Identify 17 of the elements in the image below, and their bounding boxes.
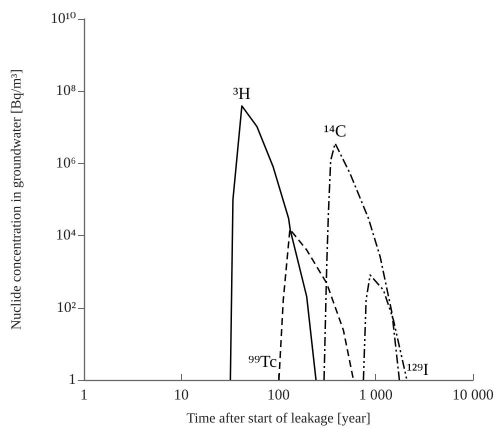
x-tick-label: 1 000	[358, 388, 393, 404]
y-tick-label: 10⁸	[56, 83, 76, 100]
y-axis-title: Nuclide concentration in groundwater [Bq/m³]	[10, 69, 24, 330]
series-label: ³H	[233, 84, 251, 103]
x-axis-title: Time after start of leakage [year]	[186, 412, 371, 426]
y-tick-label: 10¹⁰	[50, 11, 76, 27]
x-tick-label: 10 000	[452, 388, 494, 404]
y-tick-label: 10²	[56, 300, 76, 316]
y-tick-label: 1	[68, 372, 76, 388]
x-tick-label: 1	[80, 388, 88, 404]
series-label: ¹²⁹I	[406, 360, 430, 379]
series-label: ¹⁴C	[324, 121, 346, 140]
y-tick-label: 10⁶	[56, 155, 76, 172]
x-tick-label: 10	[174, 388, 189, 404]
y-tick-label: 10⁴	[56, 228, 76, 244]
series-label: ⁹⁹Tc	[248, 352, 278, 371]
x-tick-label: 100	[267, 388, 290, 404]
